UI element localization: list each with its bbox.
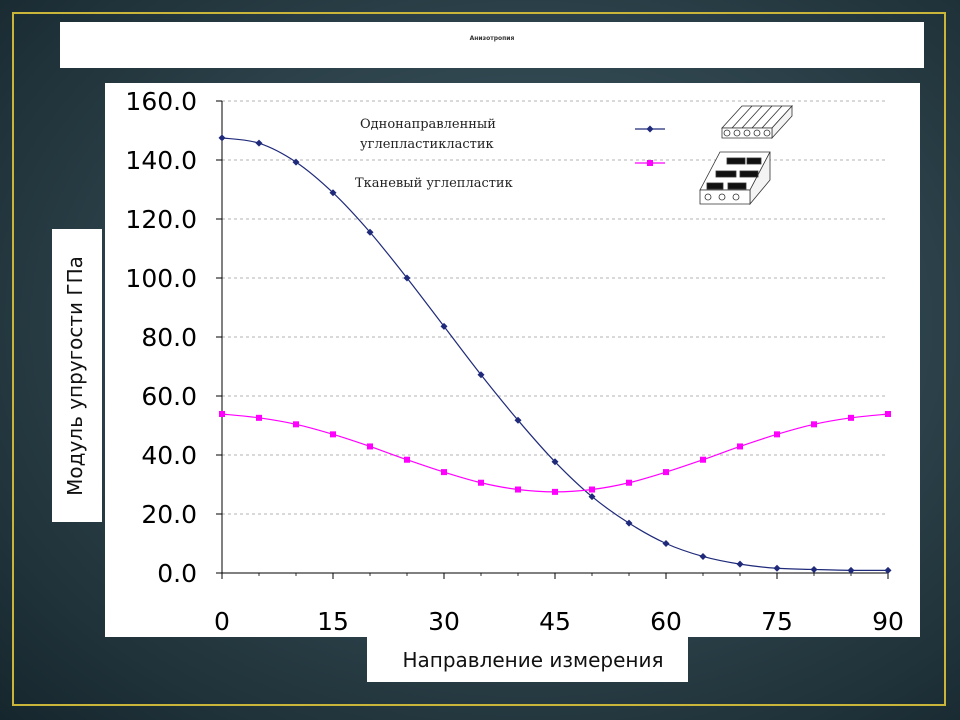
data-point [811, 421, 817, 428]
data-point [441, 469, 447, 476]
data-point [662, 540, 670, 547]
data-point [810, 565, 818, 573]
x-tick-label: 0 [214, 607, 230, 636]
legend-markers [635, 125, 665, 166]
slide-frame [12, 12, 946, 706]
y-tick-label: 160.0 [125, 87, 197, 116]
data-point [292, 158, 300, 166]
data-point [515, 486, 521, 493]
x-axis-label-box [367, 637, 688, 682]
data-point [885, 410, 891, 417]
data-point [884, 566, 892, 574]
data-point [255, 139, 263, 147]
gridlines [222, 100, 888, 515]
y-tick-label: 80.0 [141, 323, 197, 352]
y-axis-label: Модуль упругости ГПа [63, 256, 87, 496]
y-tick-label: 100.0 [125, 264, 197, 293]
legend-label-unidirectional-line1: Однонаправленный [360, 117, 496, 132]
y-tick-label: 20.0 [141, 500, 197, 529]
data-point [440, 322, 448, 330]
legend-marker [646, 125, 654, 133]
data-point [588, 493, 596, 501]
series-woven [219, 410, 891, 495]
data-point [330, 431, 336, 438]
y-tick-label: 0.0 [157, 559, 197, 588]
data-point [737, 443, 743, 450]
data-point [293, 421, 299, 428]
data-point [367, 443, 373, 450]
x-axis-label: Направление измерения [402, 648, 663, 672]
data-point [478, 479, 484, 486]
data-point [551, 458, 559, 466]
data-point [404, 456, 410, 463]
slide-title-bar: Анизотропия [60, 22, 924, 68]
y-tick-label: 60.0 [141, 382, 197, 411]
series-line [221, 137, 889, 572]
legend-label-unidirectional-line2: углепластикластик [360, 137, 494, 152]
y-ticks: 0.0 20.0 40.0 60.0 80.0 100.0 120.0 140.0 160.0 [125, 87, 222, 588]
legend-label-woven: Тканевый углепластик [355, 176, 513, 191]
data-point [514, 416, 522, 424]
data-point [774, 431, 780, 438]
chart-panel [105, 83, 920, 637]
series-unidirectional [218, 134, 892, 574]
data-point [552, 488, 558, 495]
series-layer [218, 134, 892, 574]
data-point [625, 519, 633, 527]
composite-layup-icon [699, 104, 793, 206]
data-point [773, 564, 781, 572]
data-point [366, 228, 374, 236]
x-tick-label: 15 [317, 607, 349, 636]
data-point [589, 486, 595, 493]
series-line [221, 413, 889, 493]
legend-marker [647, 160, 653, 166]
x-tick-label: 90 [872, 607, 904, 636]
data-point [219, 410, 225, 417]
data-point [847, 566, 855, 574]
data-point [699, 552, 707, 560]
x-tick-label: 60 [650, 607, 682, 636]
x-tick-label: 75 [761, 607, 793, 636]
data-point [218, 134, 226, 142]
data-point [329, 189, 337, 197]
data-point [626, 479, 632, 486]
data-point [663, 469, 669, 476]
data-point [256, 414, 262, 421]
legend [635, 104, 793, 206]
x-tick-label: 45 [539, 607, 571, 636]
data-point [700, 456, 706, 463]
x-tick-label: 30 [428, 607, 460, 636]
y-tick-label: 120.0 [125, 205, 197, 234]
y-tick-label: 140.0 [125, 146, 197, 175]
y-axis-label-box [52, 229, 102, 522]
data-point [477, 371, 485, 379]
data-point [403, 274, 411, 282]
data-point [848, 414, 854, 421]
x-ticks: 0 15 30 45 60 75 90 [214, 573, 904, 636]
slide-title: Анизотропия [469, 35, 515, 42]
y-tick-label: 40.0 [141, 441, 197, 470]
data-point [736, 560, 744, 568]
